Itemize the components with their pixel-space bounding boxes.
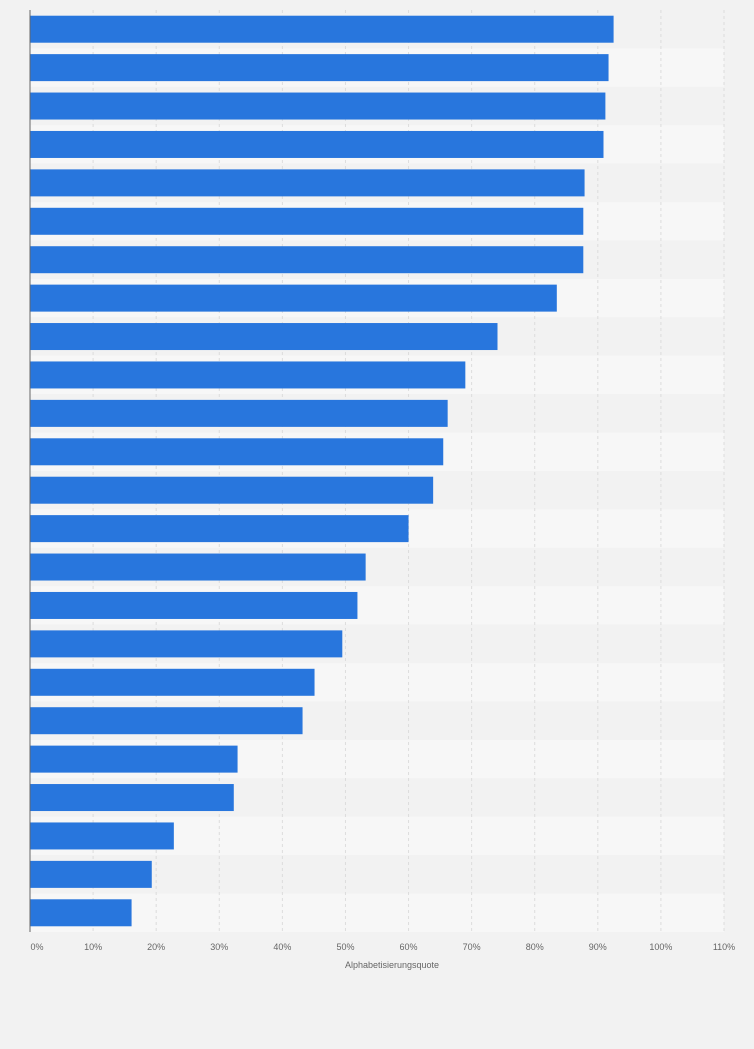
x-tick-label: 100% [649, 942, 672, 952]
gridlines [92, 10, 725, 932]
bar [30, 476, 434, 504]
row-band [30, 893, 724, 932]
bar [30, 246, 584, 274]
bar [30, 284, 557, 312]
bar [30, 745, 238, 773]
bar [30, 630, 343, 658]
bar [30, 553, 366, 581]
bar [30, 15, 614, 43]
bar [30, 707, 303, 735]
bar [30, 899, 132, 927]
bar [30, 207, 584, 235]
bar [30, 169, 585, 197]
x-tick-label: 50% [336, 942, 354, 952]
x-tick-label: 60% [400, 942, 418, 952]
bar [30, 822, 174, 850]
x-tick-label: 70% [463, 942, 481, 952]
bar [30, 515, 409, 543]
x-tick-label: 90% [589, 942, 607, 952]
bar [30, 438, 444, 466]
bar [30, 399, 448, 427]
bar [30, 54, 609, 82]
bar [30, 92, 606, 120]
bar [30, 784, 234, 812]
x-tick-label: 20% [147, 942, 165, 952]
x-tick-labels: 0% 10% 20% 30% 40% 50% 60% 70% 80% 90% 100% 110% [30, 942, 735, 952]
x-tick-label: 110% [713, 942, 735, 952]
x-tick-label: 10% [84, 942, 102, 952]
x-tick-label: 40% [273, 942, 291, 952]
bar [30, 323, 498, 351]
x-tick-label: 80% [526, 942, 544, 952]
bar [30, 668, 315, 696]
bar [30, 130, 604, 158]
x-tick-label: 0% [30, 942, 43, 952]
bar [30, 591, 358, 619]
bar [30, 361, 466, 389]
x-axis-title: Alphabetisierungsquote [345, 960, 439, 970]
bars [30, 15, 614, 927]
bar [30, 860, 152, 888]
x-tick-label: 30% [210, 942, 228, 952]
